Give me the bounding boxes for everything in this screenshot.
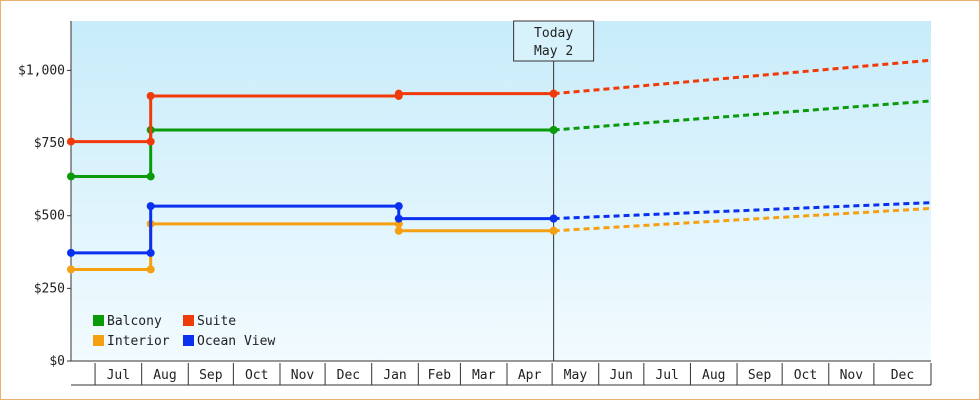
- x-tick-label: Oct: [794, 368, 817, 383]
- forecast-line-ocean-view: [553, 201, 932, 221]
- y-tick-label: $1,000: [18, 63, 65, 78]
- legend-swatch-ocean-view: [183, 335, 194, 346]
- x-tick-label: Aug: [702, 368, 725, 383]
- data-point-suite: [67, 137, 75, 146]
- x-tick-label: Dec: [891, 368, 914, 383]
- x-tick-label: Dec: [337, 368, 360, 383]
- x-tick-label: Nov: [291, 368, 315, 383]
- today-point: [549, 226, 558, 235]
- x-tick-label: Nov: [840, 368, 864, 383]
- x-tick-label: Oct: [245, 368, 268, 383]
- x-tick-label: Jul: [655, 368, 678, 383]
- forecast-line-balcony: [553, 99, 932, 132]
- today-label-box: [513, 20, 595, 62]
- today-point: [549, 125, 558, 134]
- data-point-ocean-view: [394, 202, 403, 211]
- y-tick-label: $750: [34, 136, 65, 151]
- forecast-line-suite: [553, 58, 932, 96]
- legend-swatch-interior: [93, 335, 104, 346]
- legend-swatch-suite: [183, 315, 194, 326]
- data-point-suite: [146, 137, 155, 146]
- data-point-balcony: [146, 172, 155, 181]
- y-tick-label: $0: [49, 354, 65, 369]
- data-point-ocean-view: [146, 202, 155, 211]
- data-point-suite: [146, 91, 155, 100]
- y-tick-label: $500: [34, 209, 65, 224]
- today-label-title: Today: [534, 26, 573, 41]
- data-point-balcony: [67, 172, 75, 181]
- data-point-ocean-view: [146, 248, 155, 257]
- data-point-suite: [394, 89, 403, 98]
- legend-swatch-balcony: [93, 315, 104, 326]
- x-tick-label: Sep: [748, 368, 772, 383]
- today-point: [549, 214, 558, 223]
- x-tick-label: Aug: [153, 368, 176, 383]
- legend-label-balcony: Balcony: [107, 314, 162, 329]
- x-tick-label: Apr: [518, 368, 542, 383]
- data-point-interior: [146, 265, 155, 274]
- series-line-interior: [71, 222, 554, 271]
- x-tick-label: Jan: [383, 368, 406, 383]
- plot-background: [71, 21, 931, 361]
- data-point-ocean-view: [67, 248, 75, 257]
- legend-label-ocean-view: Ocean View: [197, 334, 275, 349]
- x-tick-label: May: [564, 368, 588, 383]
- x-tick-label: Feb: [428, 368, 452, 383]
- x-tick-label: Sep: [199, 368, 223, 383]
- legend-label-interior: Interior: [107, 334, 170, 349]
- series-line-ocean-view: [71, 204, 554, 255]
- data-point-interior: [67, 265, 75, 274]
- x-tick-label: Jul: [107, 368, 130, 383]
- today-point: [549, 89, 558, 98]
- legend-label-suite: Suite: [197, 314, 236, 329]
- x-tick-label: Jun: [610, 368, 633, 383]
- data-point-interior: [394, 226, 403, 235]
- series-line-suite: [71, 92, 554, 144]
- series-line-balcony: [71, 128, 554, 178]
- x-tick-label: Mar: [472, 368, 496, 383]
- forecast-line-interior: [553, 206, 932, 233]
- data-point-ocean-view: [394, 214, 403, 223]
- today-label-date: May 2: [534, 44, 573, 59]
- y-tick-label: $250: [34, 281, 65, 296]
